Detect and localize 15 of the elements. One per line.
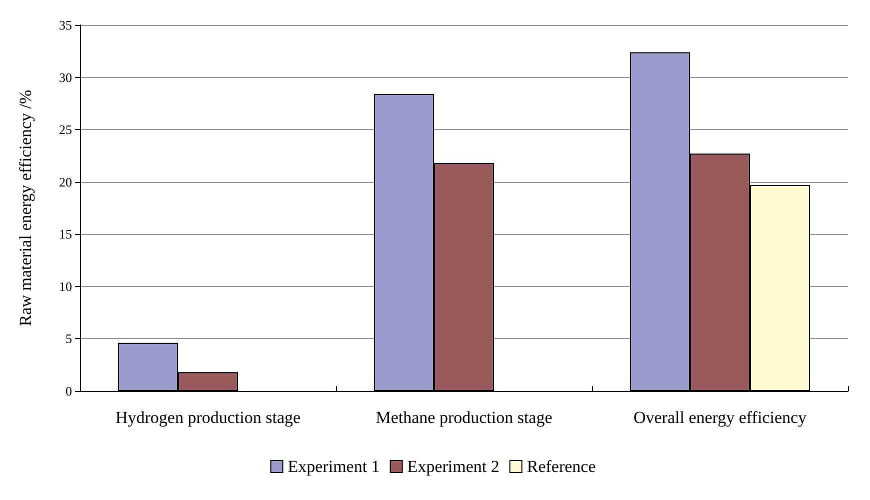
y-tick-label: 25 (59, 122, 72, 138)
y-tick-label: 20 (59, 174, 72, 190)
legend-label: Experiment 1 (288, 457, 380, 476)
y-tick-label: 10 (59, 278, 72, 294)
y-tick-label: 30 (59, 70, 72, 85)
x-tick-label: Hydrogen production stage (115, 408, 301, 427)
y-axis-title: Raw material energy efficiency /% (16, 90, 35, 326)
y-tick-label: 0 (66, 384, 72, 398)
y-tick-label: 35 (59, 18, 72, 32)
legend-label: Experiment 2 (407, 457, 500, 476)
x-tick-label: Methane production stage (376, 408, 552, 427)
y-tick-label: 5 (66, 331, 72, 346)
y-tick-label: 15 (59, 226, 72, 242)
legend-label: Reference (526, 457, 596, 476)
x-tick-label: Overall energy efficiency (633, 408, 808, 427)
